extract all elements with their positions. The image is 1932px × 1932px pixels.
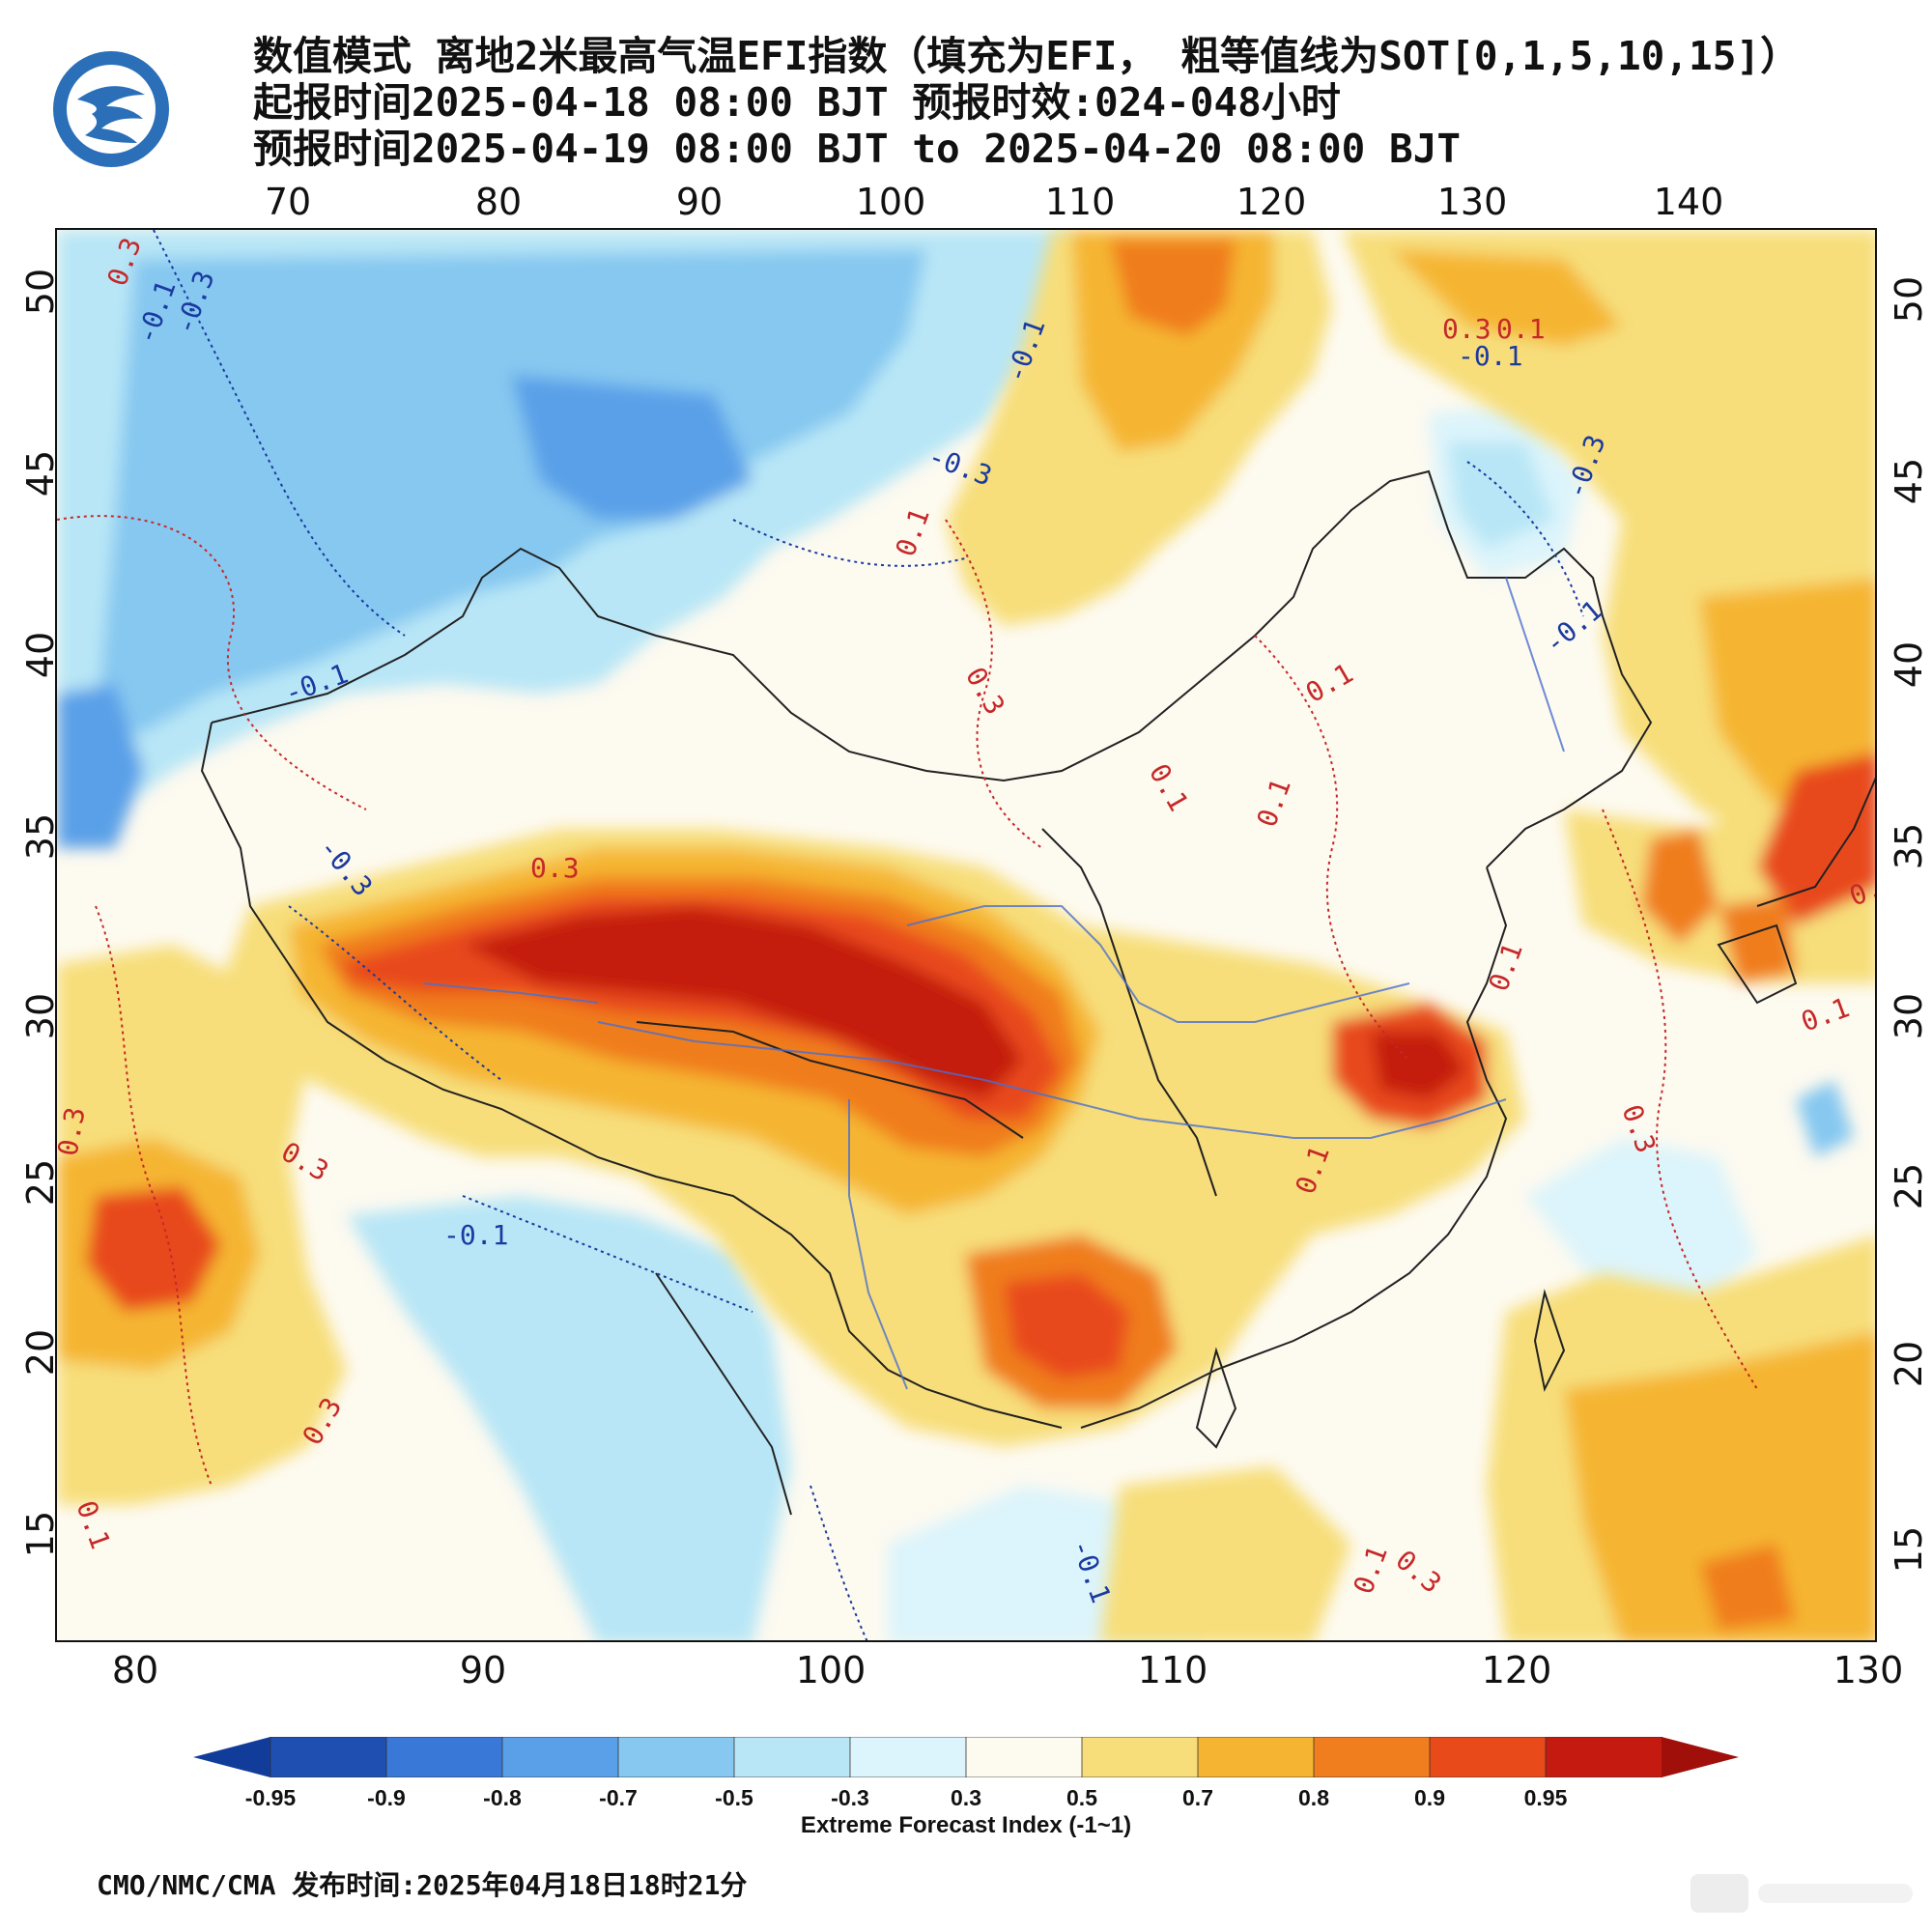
colorbar-tick-label: -0.95 <box>244 1785 297 1810</box>
efi-contours <box>57 230 1758 1640</box>
left-lat-tick: 50 <box>19 268 62 316</box>
right-lat-tick: 20 <box>1888 1340 1930 1388</box>
right-lat-tick: 15 <box>1888 1525 1930 1574</box>
bottom-lon-tick: 120 <box>1481 1649 1552 1691</box>
colorbar-swatch <box>501 1737 619 1777</box>
colorbar-tick-label: 0.7 <box>1182 1785 1213 1810</box>
colorbar-tick-label: 0.95 <box>1523 1785 1568 1810</box>
watermark-icon <box>1690 1874 1913 1913</box>
colorbar-tick-label: 0.3 <box>951 1785 981 1810</box>
left-lat-tick: 35 <box>19 812 62 861</box>
colorbar-swatch <box>617 1737 735 1777</box>
left-lat-tick: 30 <box>19 992 62 1040</box>
colorbar-swatch <box>849 1737 967 1777</box>
efi-map: 0.3 0.1 0.3 0.1 0.3 0.1 0.1 0.3 0.1 0.3 … <box>55 228 1877 1642</box>
contour-label: 0.1 <box>1496 313 1546 345</box>
right-lat-tick: 25 <box>1888 1162 1930 1210</box>
left-lat-tick: 15 <box>19 1510 62 1558</box>
top-lon-tick: 80 <box>474 181 523 223</box>
title-line-1: 数值模式 离地2米最高气温EFI指数（填充为EFI， 粗等值线为SOT[0,1,… <box>253 33 1801 79</box>
colorbar-swatch <box>270 1737 387 1777</box>
right-lat-tick: 50 <box>1888 275 1930 324</box>
positive-efi-fill <box>57 230 1875 1640</box>
colorbar-swatch <box>1197 1737 1315 1777</box>
right-lat-tick: 45 <box>1888 457 1930 505</box>
colorbar-swatch <box>1545 1737 1662 1777</box>
colorbar-tick-label: 0.9 <box>1414 1785 1445 1810</box>
colorbar-swatch <box>1081 1737 1199 1777</box>
bottom-lon-tick: 80 <box>111 1649 159 1691</box>
colorbar <box>193 1737 1739 1777</box>
issuer-footer: CMO/NMC/CMA 发布时间:2025年04月18日18时21分 <box>97 1869 748 1901</box>
colorbar-tick-label: -0.8 <box>483 1785 522 1810</box>
colorbar-tick-label: -0.5 <box>715 1785 753 1810</box>
contour-label: 0.3 <box>1442 313 1492 345</box>
colorbar-swatch <box>1429 1737 1547 1777</box>
colorbar-tick-label: -0.3 <box>831 1785 869 1810</box>
contour-label: 0.3 <box>530 852 580 884</box>
colorbar-tick-label: -0.9 <box>367 1785 406 1810</box>
left-lat-tick: 40 <box>19 631 62 679</box>
colorbar-tick-label: 0.5 <box>1066 1785 1097 1810</box>
right-lat-tick: 30 <box>1888 992 1930 1040</box>
title-line-2: 起报时间2025-04-18 08:00 BJT 预报时效:024-048小时 <box>253 79 1341 126</box>
colorbar-low-arrow <box>193 1737 270 1777</box>
colorbar-tick-label: 0.8 <box>1298 1785 1329 1810</box>
colorbar-swatch <box>1313 1737 1431 1777</box>
top-lon-tick: 130 <box>1436 181 1508 223</box>
efi-map-canvas: 0.3 0.1 0.3 0.1 0.3 0.1 0.1 0.3 0.1 0.3 … <box>57 230 1875 1640</box>
colorbar-segments <box>270 1737 1662 1777</box>
colorbar-high-arrow <box>1662 1737 1739 1777</box>
left-lat-tick: 25 <box>19 1158 62 1207</box>
left-lat-tick: 45 <box>19 449 62 497</box>
colorbar-tick-label: -0.7 <box>599 1785 638 1810</box>
top-lon-tick: 110 <box>1044 181 1116 223</box>
top-lon-tick: 70 <box>264 181 312 223</box>
colorbar-swatch <box>733 1737 851 1777</box>
right-lat-tick: 35 <box>1888 822 1930 870</box>
bottom-lon-tick: 110 <box>1137 1649 1208 1691</box>
cma-logo <box>53 51 169 167</box>
negative-efi-fill <box>57 230 1854 1640</box>
top-lon-tick: 90 <box>675 181 724 223</box>
bottom-lon-tick: 130 <box>1833 1649 1904 1691</box>
title-line-3: 预报时间2025-04-19 08:00 BJT to 2025-04-20 0… <box>253 126 1462 172</box>
top-lon-tick: 100 <box>855 181 926 223</box>
top-lon-tick: 120 <box>1236 181 1307 223</box>
colorbar-swatch <box>965 1737 1083 1777</box>
bottom-lon-tick: 90 <box>459 1649 507 1691</box>
colorbar-title: Extreme Forecast Index (-1~1) <box>800 1812 1132 1838</box>
contour-label: -0.1 <box>1458 340 1522 372</box>
contour-label: -0.1 <box>443 1219 508 1251</box>
colorbar-swatch <box>385 1737 503 1777</box>
top-lon-tick: 140 <box>1653 181 1724 223</box>
left-lat-tick: 20 <box>19 1328 62 1377</box>
bottom-lon-tick: 100 <box>795 1649 867 1691</box>
rivers <box>423 577 1565 1390</box>
right-lat-tick: 40 <box>1888 640 1930 689</box>
